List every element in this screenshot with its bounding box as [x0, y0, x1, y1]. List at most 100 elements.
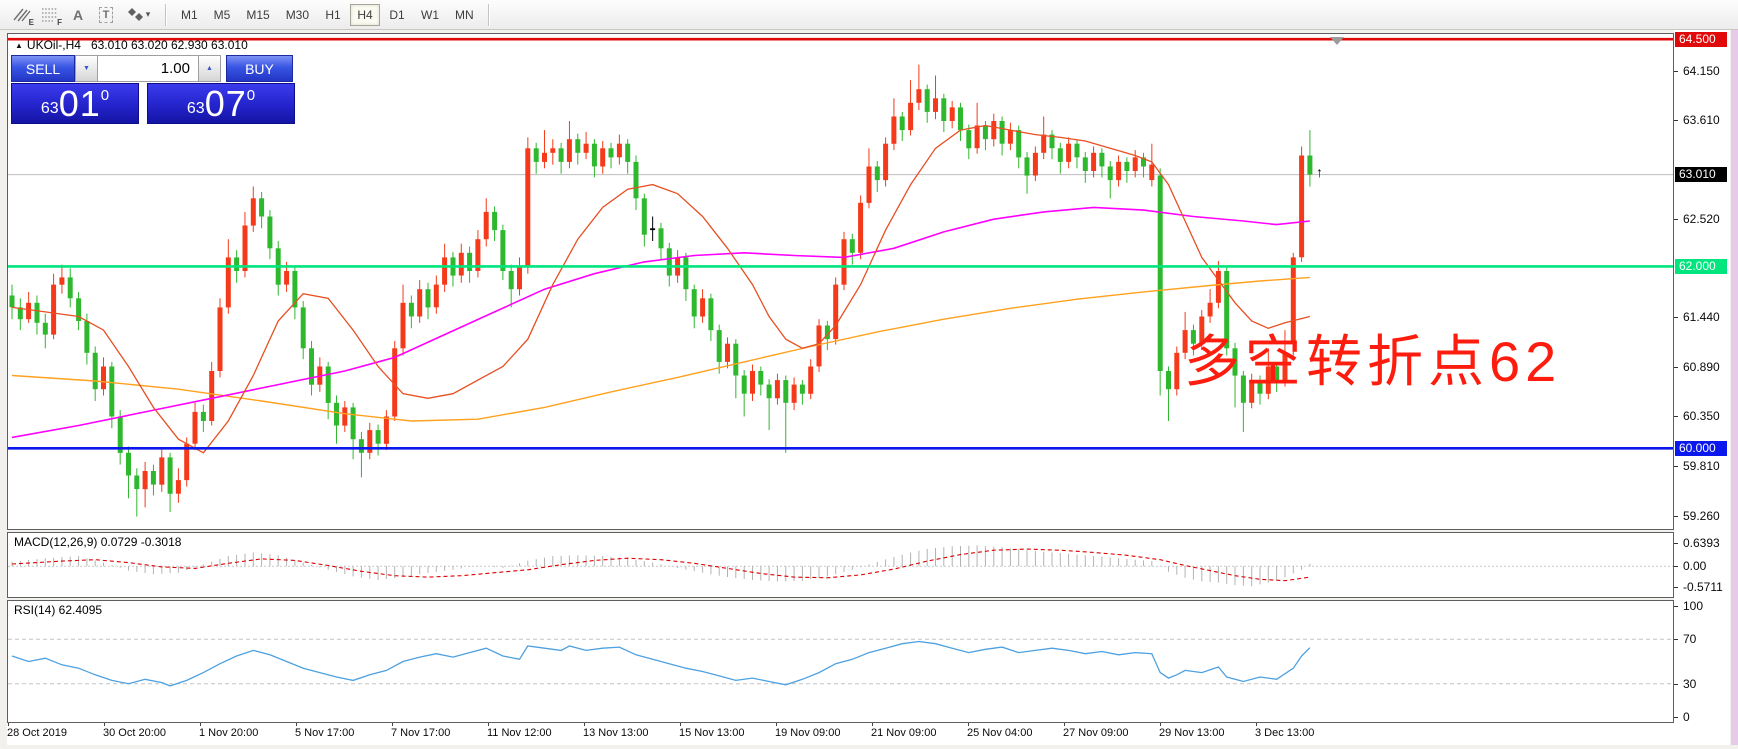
axis-tick-mark [1674, 543, 1678, 544]
timeframe-button-MN[interactable]: MN [448, 4, 481, 26]
window-edge-strip [1731, 30, 1738, 745]
time-tick-mark [1064, 723, 1065, 726]
arrows-tool-button[interactable]: ▾ [120, 3, 158, 27]
axis-tick-mark [1674, 566, 1678, 567]
sell-price-display[interactable]: 63 01 0 [11, 83, 139, 124]
macd-axis-label: 0.00 [1683, 559, 1707, 573]
fibonacci-retracement-tool-button[interactable]: F [36, 3, 64, 27]
rsi-axis-label: 100 [1683, 599, 1704, 613]
buy-price-pip-digit: 0 [246, 87, 256, 104]
price-axis-label: 64.150 [1683, 64, 1720, 78]
rsi-indicator-pane[interactable]: RSI(14) 62.4095 [7, 600, 1674, 723]
collapse-arrow-icon[interactable]: ▲ [15, 41, 23, 50]
time-tick-mark [200, 723, 201, 726]
timeframe-button-M1[interactable]: M1 [174, 4, 205, 26]
timeframe-button-M15[interactable]: M15 [239, 4, 276, 26]
text-label-tool-button[interactable]: T [92, 3, 120, 27]
text-tool-button[interactable]: A [64, 3, 92, 27]
dropdown-caret-icon: ▾ [145, 9, 151, 19]
sell-button[interactable]: SELL [11, 55, 75, 82]
price-arrow-marker: ↑ [1316, 164, 1323, 180]
equidistant-channel-tool-button[interactable]: E [8, 3, 36, 27]
time-axis-label: 19 Nov 09:00 [775, 727, 841, 739]
axis-tick-mark [1674, 416, 1678, 417]
rsi-canvas [8, 638, 1673, 687]
chart-annotation-text: 多空转折点62 [1184, 330, 1562, 393]
buy-price-display[interactable]: 63 07 0 [147, 83, 295, 124]
price-axis-label: 63.610 [1683, 113, 1720, 127]
price-badge: 62.000 [1675, 259, 1727, 274]
time-axis-label: 27 Nov 09:00 [1063, 727, 1129, 739]
axis-tick-mark [1674, 717, 1678, 718]
rsi-axis-label: 30 [1683, 677, 1697, 691]
time-tick-mark [968, 723, 969, 726]
time-axis-label: 11 Nov 12:00 [487, 727, 552, 739]
time-axis-label: 25 Nov 04:00 [967, 727, 1033, 739]
price-axis[interactable]: 64.150 63.610 62.520 61.440 60.890 60.350 59.8… [1674, 30, 1730, 745]
price-axis-label: 61.440 [1683, 310, 1720, 324]
mid-ma-line [11, 206, 1310, 439]
sell-price-big-digits: 01 [58, 82, 101, 124]
time-tick-mark [488, 723, 489, 726]
arrows-icon [127, 8, 143, 21]
candlestick-chart-canvas[interactable] [8, 34, 1673, 529]
text-label-icon: T [98, 6, 114, 23]
macd-indicator-pane[interactable]: MACD(12,26,9) 0.0729 -0.3018 [7, 532, 1674, 598]
time-tick-mark [776, 723, 777, 726]
buy-button[interactable]: BUY [226, 55, 293, 82]
time-tick-mark [584, 723, 585, 726]
axis-tick-mark [1674, 587, 1678, 588]
slow-ma-line [11, 276, 1310, 422]
fast-ma-line [11, 124, 1311, 454]
main-chart-pane[interactable]: ▲ UKOil-,H4 63.010 63.020 62.930 63.010 SE… [7, 33, 1674, 530]
timeframe-button-W1[interactable]: W1 [414, 4, 446, 26]
rsi-line [11, 640, 1311, 687]
time-axis-label: 1 Nov 20:00 [199, 727, 259, 739]
candles-layer [9, 64, 1313, 517]
time-axis-label: 5 Nov 17:00 [295, 727, 355, 739]
timeframe-button-M30[interactable]: M30 [279, 4, 316, 26]
time-tick-mark [680, 723, 681, 726]
time-axis-label: 28 Oct 2019 [7, 727, 67, 739]
price-axis-label: 59.810 [1683, 459, 1720, 473]
volume-input[interactable] [98, 55, 198, 82]
one-click-trading-panel: SELL ▼ ▲ BUY 63 01 0 63 07 0 [11, 55, 295, 124]
time-axis-label: 21 Nov 09:00 [871, 727, 937, 739]
price-badge: 60.000 [1675, 441, 1727, 456]
symbol-name: UKOil-,H4 [26, 38, 81, 52]
rsi-axis-label: 70 [1683, 632, 1697, 646]
macd-signal-line [11, 548, 1310, 582]
time-tick-mark [872, 723, 873, 726]
time-axis-label: 7 Nov 17:00 [391, 727, 451, 739]
volume-decrease-button[interactable]: ▼ [75, 55, 98, 82]
axis-tick-mark [1674, 516, 1678, 517]
macd-axis-label: 0.6393 [1683, 536, 1720, 550]
time-axis[interactable]: 28 Oct 2019 30 Oct 20:00 1 Nov 20:00 5 Nov … [7, 723, 1674, 745]
toolbar-separator [165, 3, 167, 26]
time-axis-label: 13 Nov 13:00 [583, 727, 649, 739]
macd-histogram [11, 545, 1311, 587]
price-badge: 63.010 [1675, 167, 1727, 182]
volume-increase-button[interactable]: ▲ [198, 55, 221, 82]
axis-tick-mark [1674, 219, 1678, 220]
timeframe-button-H4[interactable]: H4 [350, 3, 381, 26]
axis-tick-mark [1674, 367, 1678, 368]
price-axis-label: 60.350 [1683, 409, 1720, 423]
timeframe-button-H1[interactable]: H1 [318, 4, 348, 26]
time-tick-mark [1160, 723, 1161, 726]
timeframe-bar: M1 M5 M15 M30 H1 H4 D1 W1 MN [174, 3, 481, 26]
sell-price-pip-digit: 0 [100, 87, 110, 104]
ohlc-values: 63.010 63.020 62.930 63.010 [90, 38, 248, 52]
price-axis-label: 62.520 [1683, 212, 1720, 226]
time-tick-mark [104, 723, 105, 726]
timeframe-button-D1[interactable]: D1 [382, 4, 412, 26]
axis-tick-mark [1674, 639, 1678, 640]
time-tick-mark [1256, 723, 1257, 726]
chart-shift-marker-icon[interactable] [1330, 37, 1344, 45]
buy-price-big-digits: 07 [204, 82, 247, 124]
axis-tick-mark [1674, 317, 1678, 318]
timeframe-button-M5[interactable]: M5 [207, 4, 238, 26]
time-tick-mark [8, 723, 9, 726]
macd-canvas [8, 545, 1673, 587]
